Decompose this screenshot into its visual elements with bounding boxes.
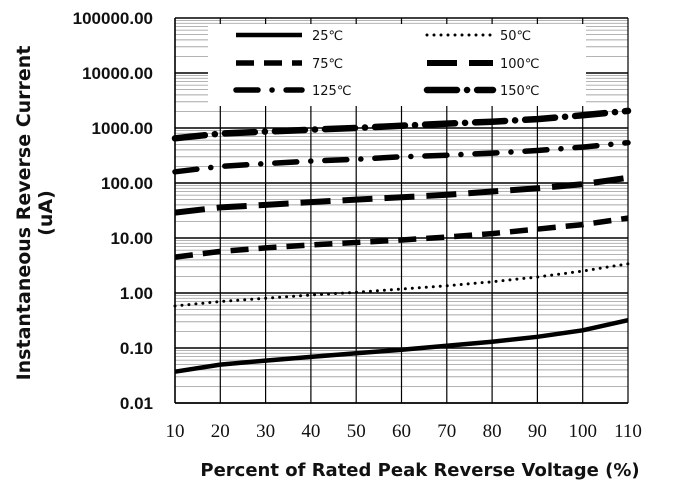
y-tick-label: 10000.00 [82,64,153,83]
legend: 25℃ 50℃ 75℃ 100℃ 125℃ 150℃ [208,24,586,106]
legend-label: 150℃ [500,84,539,99]
y-tick-label: 0.01 [120,394,153,413]
series-line-4 [174,174,629,216]
y-tick-label: 10.00 [110,229,153,248]
x-tick-label: 30 [256,421,275,442]
y-tick-label: 100.00 [101,174,153,193]
y-tick-label: 100000.00 [73,9,153,28]
series-layer [171,107,632,374]
y-tick-label: 1000.00 [92,119,153,138]
x-tick-label: 70 [437,421,456,442]
x-tick-label: 110 [614,421,642,442]
x-tick-label: 20 [211,421,230,442]
x-tick-label: 50 [347,421,366,442]
legend-label: 75℃ [312,57,343,72]
series-line-2 [173,262,630,308]
x-tick-label: 40 [301,421,320,442]
legend-label: 100℃ [500,57,539,72]
legend-label: 50℃ [500,29,531,44]
y-axis-unit: (uA) [35,190,57,236]
x-tick-label: 10 [166,421,185,442]
series-line-6 [171,107,632,142]
legend-label: 125℃ [312,84,351,99]
x-axis-label: Percent of Rated Peak Reverse Voltage (%… [200,460,639,481]
x-tick-label: 90 [528,421,547,442]
axes: 100000.00 10000.00 1000.00 100.00 10.00 1.00 0… [73,9,642,442]
x-tick-label: 80 [483,421,502,442]
series-line-3 [174,215,629,260]
x-tick-label: 100 [568,421,597,442]
y-tick-label: 0.10 [120,339,153,358]
legend-label: 25℃ [312,29,343,44]
x-tick-label: 60 [392,421,411,442]
y-tick-label: 1.00 [120,284,153,303]
series-line-1 [174,318,629,374]
y-axis-label: Instantaneous Reverse Current [13,46,35,381]
